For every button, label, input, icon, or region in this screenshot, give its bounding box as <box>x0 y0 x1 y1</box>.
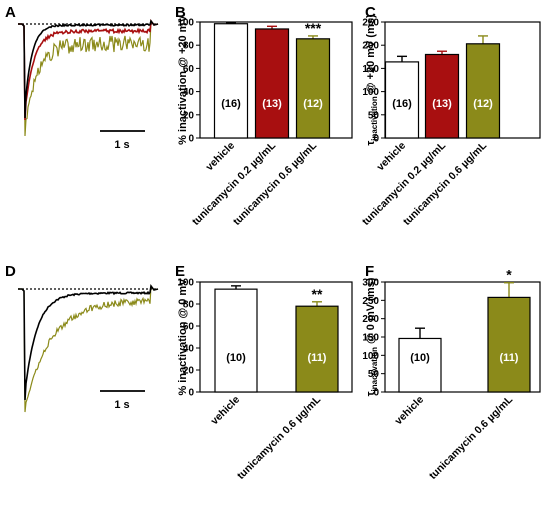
bar <box>398 337 442 393</box>
panel-label-e: E <box>175 263 185 280</box>
trace-vehicle <box>18 283 159 401</box>
y-tick-label: 0 <box>188 134 194 145</box>
n-label: (10) <box>226 352 246 364</box>
bar <box>295 305 339 393</box>
time-scale-label: 1 s <box>114 399 129 411</box>
y-tick-label: 40 <box>183 344 195 355</box>
y-axis-label: τinactivation @ 0 mV (ms) <box>365 277 379 396</box>
bar <box>424 53 460 139</box>
significance-marker: ** <box>312 286 323 302</box>
category-label: vehicle <box>208 394 242 428</box>
n-label: (11) <box>500 352 519 364</box>
bar <box>213 23 249 139</box>
y-axis-label-tau: τ <box>365 141 377 146</box>
n-label: (10) <box>410 352 430 364</box>
significance-marker: * <box>506 267 512 283</box>
y-tick-label: 80 <box>183 41 195 52</box>
y-tick-label: 200 <box>362 314 379 325</box>
n-label: (11) <box>308 352 327 364</box>
y-tick-label: 150 <box>362 64 379 75</box>
y-tick-label: 60 <box>183 64 195 75</box>
plot-frame <box>199 281 353 393</box>
category-label: vehicle <box>203 140 237 174</box>
category-label: tunicamycin 0.6 µg/mL <box>401 139 490 228</box>
y-tick-label: 20 <box>183 110 195 121</box>
y-tick-label: 50 <box>368 369 380 380</box>
category-label: tunicamycin 0.6 µg/mL <box>427 393 516 482</box>
bar <box>214 288 258 393</box>
y-axis-label: % inactivation @ 0 mV <box>177 278 189 396</box>
y-tick-label: 0 <box>373 388 379 399</box>
panel-label-a: A <box>5 4 16 21</box>
category-label: tunicamycin 0.2 µg/mL <box>190 139 279 228</box>
y-tick-label: 300 <box>362 278 379 289</box>
y-tick-label: 100 <box>362 87 379 98</box>
trace-vehicle <box>18 19 159 119</box>
y-axis-label-subscript: inactivation <box>370 96 379 141</box>
trace-panel-d: 1 s <box>18 283 159 413</box>
bar <box>384 61 420 139</box>
n-label: (13) <box>262 98 282 110</box>
category-label: vehicle <box>374 140 408 174</box>
y-axis-label-rest: @ +20 mV (ms) <box>365 14 377 96</box>
n-label: (12) <box>303 98 323 110</box>
trace-tunicamycin-06 <box>18 284 159 413</box>
bar-chart-panel-b: 0 20 40 60 80 100% inactivation @ +20 mV (16) v… <box>177 15 353 228</box>
y-tick-label: 0 <box>373 134 379 145</box>
n-label: (13) <box>432 98 452 110</box>
y-tick-label: 60 <box>183 322 195 333</box>
bar <box>295 38 331 139</box>
y-tick-label: 80 <box>183 300 195 311</box>
trace-tunicamycin-06 <box>18 19 159 137</box>
n-label: (16) <box>221 98 241 110</box>
y-tick-label: 40 <box>183 87 195 98</box>
y-tick-label: 100 <box>362 351 379 362</box>
y-tick-label: 100 <box>177 18 194 29</box>
trace-tunicamycin-02 <box>18 18 159 121</box>
y-tick-label: 250 <box>362 18 379 29</box>
bar-chart-panel-e: 0 20 40 60 80 100% inactivation @ 0 mV (10) veh… <box>177 278 353 482</box>
bar <box>254 28 290 139</box>
panel-label-d: D <box>5 263 16 280</box>
y-tick-label: 200 <box>362 41 379 52</box>
y-axis-label-tau: τ <box>365 391 377 396</box>
y-axis-label: τinactivation @ +20 mV (ms) <box>365 14 379 146</box>
bar <box>465 43 501 139</box>
y-tick-label: 0 <box>188 388 194 399</box>
y-axis-label-rest: @ 0 mV (ms) <box>365 277 377 347</box>
category-label: tunicamycin 0.2 µg/mL <box>360 139 449 228</box>
bar <box>487 296 531 393</box>
panel-label-f: F <box>365 263 374 280</box>
time-scale-label: 1 s <box>114 139 129 151</box>
panel-label-b: B <box>175 4 186 21</box>
n-label: (12) <box>473 98 493 110</box>
category-label: tunicamycin 0.6 µg/mL <box>235 393 324 482</box>
y-tick-label: 20 <box>183 366 195 377</box>
trace-panel-a: 1 s <box>18 18 159 151</box>
y-tick-label: 100 <box>177 278 194 289</box>
y-axis-label-subscript: inactivation <box>370 347 379 392</box>
category-label: tunicamycin 0.6 µg/mL <box>231 139 320 228</box>
y-tick-label: 250 <box>362 296 379 307</box>
category-label: vehicle <box>392 394 426 428</box>
y-axis-label: % inactivation @ +20 mV <box>177 15 189 145</box>
y-tick-label: 150 <box>362 333 379 344</box>
n-label: (16) <box>392 98 412 110</box>
significance-marker: *** <box>305 20 322 36</box>
y-tick-label: 50 <box>368 110 380 121</box>
panel-label-c: C <box>365 4 376 21</box>
